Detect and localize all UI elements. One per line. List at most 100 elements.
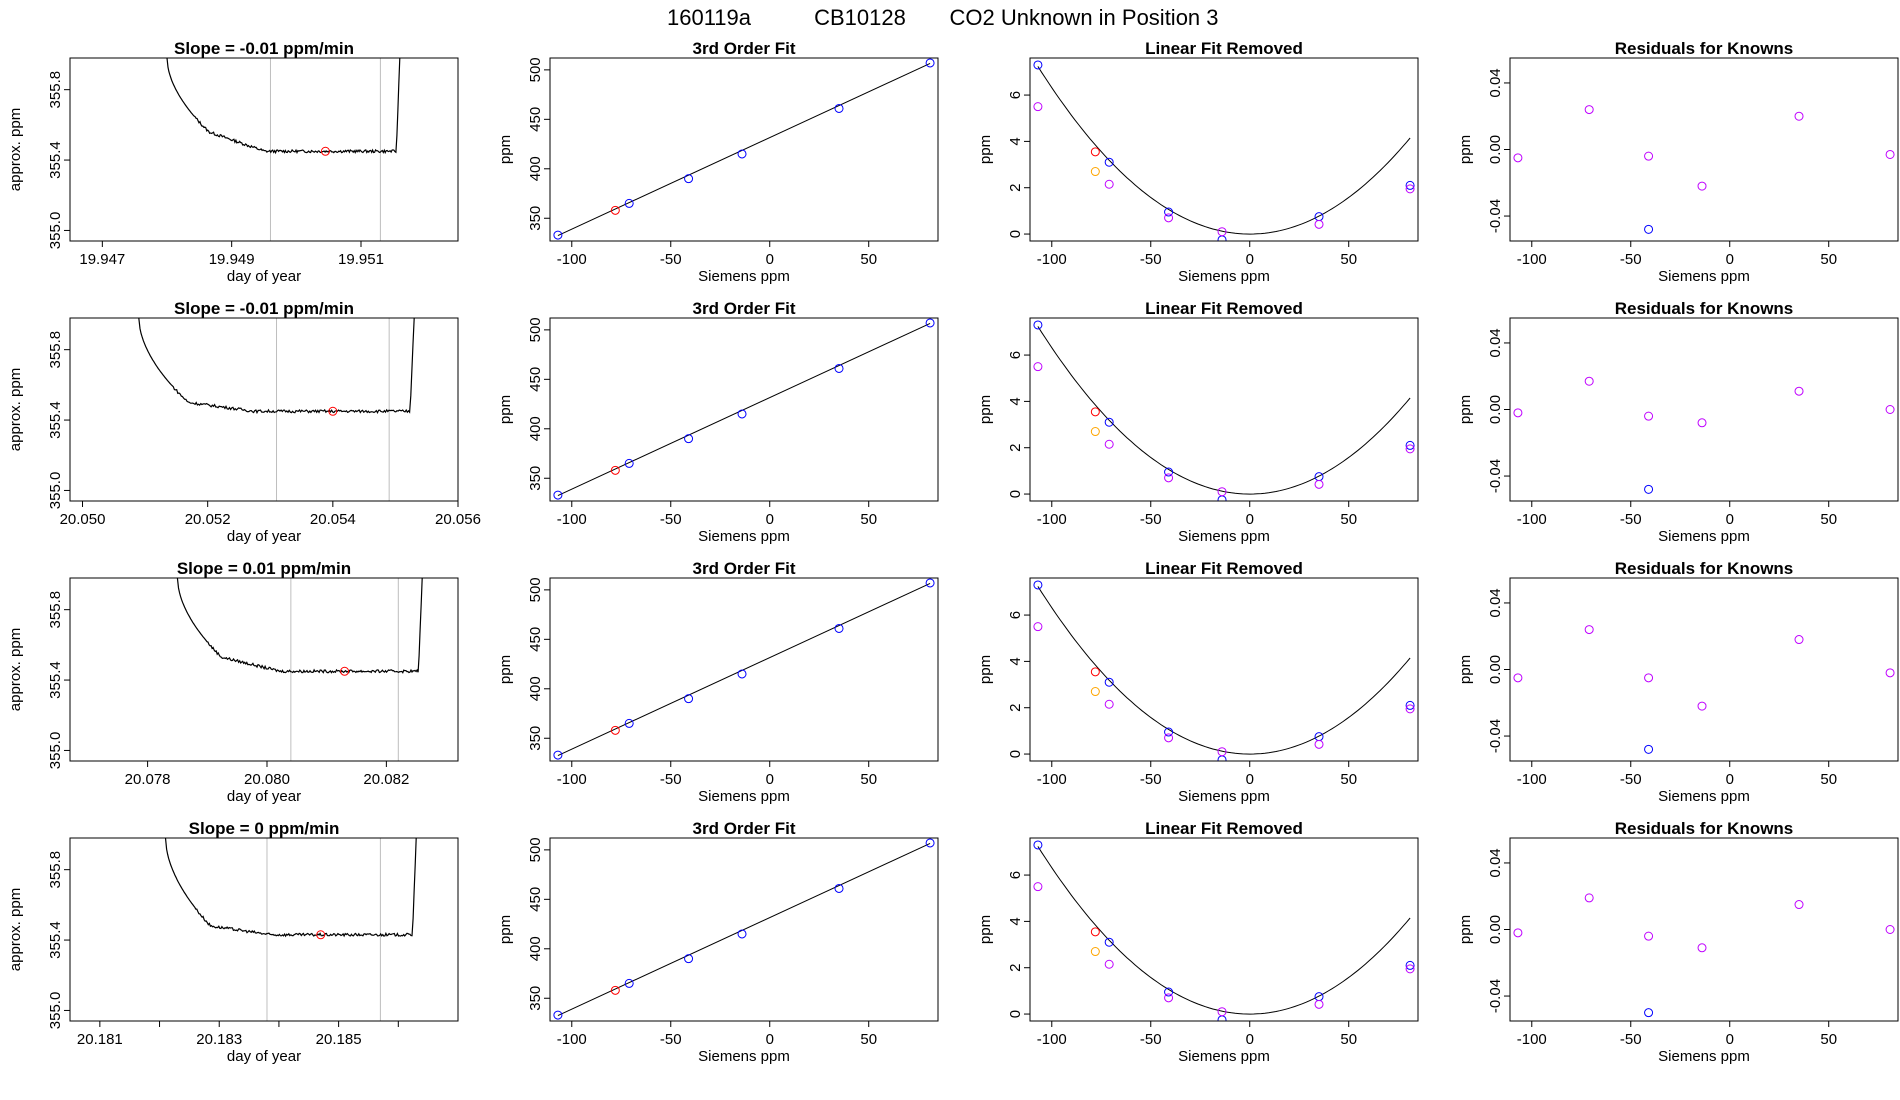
x-tick-label: 0 bbox=[1246, 511, 1254, 528]
time-series-trace bbox=[166, 58, 401, 155]
y-tick-label: 355.4 bbox=[47, 141, 64, 179]
point-residual bbox=[1697, 181, 1707, 191]
y-tick-label: 350 bbox=[527, 206, 544, 231]
point-standards bbox=[624, 978, 634, 988]
x-tick-label: 0 bbox=[766, 511, 774, 528]
point-standards bbox=[1033, 320, 1043, 330]
point-residual bbox=[1584, 625, 1594, 635]
x-tick-label: -50 bbox=[1140, 1031, 1162, 1048]
point-standards bbox=[1033, 60, 1043, 70]
y-tick-label: 4 bbox=[1007, 397, 1024, 405]
y-axis-label: ppm bbox=[497, 135, 514, 164]
average-marker bbox=[320, 146, 330, 156]
y-tick-label: 6 bbox=[1007, 611, 1024, 619]
point-standards bbox=[553, 1010, 563, 1020]
y-tick-label: 0.04 bbox=[1487, 588, 1504, 617]
point-orange bbox=[1090, 427, 1100, 437]
point-residual bbox=[1314, 739, 1324, 749]
y-tick-label: 400 bbox=[527, 416, 544, 441]
y-axis-label: ppm bbox=[1457, 915, 1474, 944]
point-residual bbox=[1794, 635, 1804, 645]
x-tick-label: 0 bbox=[1726, 251, 1734, 268]
point-residual bbox=[1217, 1007, 1227, 1017]
figure-title: 160119a CB10128 CO2 Unknown in Position … bbox=[667, 5, 1219, 30]
panel-frame bbox=[549, 837, 939, 1022]
point-residual bbox=[1697, 701, 1707, 711]
point-standards bbox=[1104, 677, 1114, 687]
y-tick-label: 500 bbox=[527, 577, 544, 602]
point-standards bbox=[834, 883, 844, 893]
point-residual bbox=[1697, 943, 1707, 953]
x-tick-label: 20.078 bbox=[125, 771, 171, 788]
y-tick-label: 2 bbox=[1007, 184, 1024, 192]
x-tick-label: -50 bbox=[660, 511, 682, 528]
y-tick-label: 355.8 bbox=[47, 851, 64, 889]
x-axis-label: Siemens ppm bbox=[1178, 528, 1270, 545]
point-standards bbox=[925, 578, 935, 588]
panel-title: Residuals for Knowns bbox=[1615, 299, 1794, 318]
point-standards bbox=[925, 838, 935, 848]
y-axis-label: ppm bbox=[497, 655, 514, 684]
y-tick-label: 450 bbox=[527, 367, 544, 392]
plot-area bbox=[1033, 840, 1415, 1021]
x-tick-label: -100 bbox=[1037, 251, 1067, 268]
point-residual bbox=[1314, 479, 1324, 489]
x-tick-label: -50 bbox=[660, 1031, 682, 1048]
y-axis-label: approx. ppm bbox=[7, 888, 24, 971]
x-tick-label: 20.050 bbox=[60, 511, 106, 528]
point-standards bbox=[684, 434, 694, 444]
fit-curve bbox=[1037, 586, 1411, 755]
panel-title: 3rd Order Fit bbox=[693, 39, 796, 58]
fit-curve bbox=[1037, 326, 1411, 495]
point-standards bbox=[1104, 937, 1114, 947]
y-axis-label: ppm bbox=[977, 915, 994, 944]
y-tick-label: -0.04 bbox=[1487, 199, 1504, 233]
y-tick-label: 0 bbox=[1007, 750, 1024, 758]
fit-line bbox=[557, 62, 931, 237]
x-axis-label: Siemens ppm bbox=[698, 1048, 790, 1065]
panel-r1-c3: Residuals for Knowns -100 -50 0 50 -0.04 0.00 0… bbox=[1457, 299, 1899, 545]
point-unknown bbox=[610, 725, 620, 735]
x-tick-label: -100 bbox=[1517, 771, 1547, 788]
point-residual bbox=[1164, 993, 1174, 1003]
plot-area bbox=[1513, 376, 1895, 494]
panel-frame bbox=[1029, 317, 1419, 502]
panel-title: Linear Fit Removed bbox=[1145, 39, 1303, 58]
y-tick-label: -0.04 bbox=[1487, 459, 1504, 493]
x-tick-label: 0 bbox=[766, 251, 774, 268]
x-tick-label: -50 bbox=[1140, 251, 1162, 268]
point-standards bbox=[1217, 235, 1227, 241]
panel-r1-c0: Slope = -0.01 ppm/min 20.050 20.052 20.054 2… bbox=[7, 299, 481, 545]
x-tick-label: 50 bbox=[1820, 251, 1837, 268]
time-series-trace bbox=[164, 838, 417, 938]
point-standards bbox=[1033, 840, 1043, 850]
x-axis-label: Siemens ppm bbox=[1658, 1048, 1750, 1065]
panel-r3-c0: Slope = 0 ppm/min 20.181 20.183 20.185 355.0… bbox=[7, 819, 459, 1065]
panel-title: Linear Fit Removed bbox=[1145, 559, 1303, 578]
point-residual bbox=[1164, 733, 1174, 743]
x-tick-label: 20.080 bbox=[244, 771, 290, 788]
point-unknown bbox=[610, 205, 620, 215]
x-tick-label: 0 bbox=[1726, 511, 1734, 528]
point-unknown bbox=[610, 465, 620, 475]
point-unknown bbox=[1090, 147, 1100, 157]
point-orange bbox=[1090, 947, 1100, 957]
panel-frame bbox=[1509, 837, 1899, 1022]
x-axis-label: Siemens ppm bbox=[1658, 528, 1750, 545]
panel-frame bbox=[69, 577, 459, 762]
point-standards bbox=[1644, 1008, 1654, 1018]
plot-area bbox=[176, 578, 423, 761]
point-unknown bbox=[1090, 407, 1100, 417]
panel-r0-c0: Slope = -0.01 ppm/min 19.947 19.949 19.951 3… bbox=[7, 39, 459, 285]
point-residual bbox=[1314, 999, 1324, 1009]
plot-area bbox=[1513, 893, 1895, 1018]
x-tick-label: -100 bbox=[1517, 251, 1547, 268]
point-residual bbox=[1885, 668, 1895, 678]
y-tick-label: 355.0 bbox=[47, 472, 64, 510]
y-tick-label: 355.0 bbox=[47, 992, 64, 1030]
point-standards bbox=[1314, 212, 1324, 222]
fit-line bbox=[557, 842, 931, 1017]
panel-r0-c2: Linear Fit Removed -100 -50 0 50 0 2 4 6 Siemens … bbox=[977, 39, 1419, 285]
x-tick-label: 20.181 bbox=[77, 1031, 123, 1048]
